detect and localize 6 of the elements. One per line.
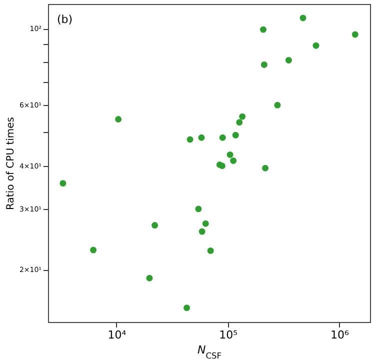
x-tick-label: 10⁴ [108, 328, 127, 342]
x-tick-label: 10⁶ [330, 328, 350, 342]
annotation: (b) [57, 13, 73, 26]
x-tick-label: 10⁵ [219, 328, 238, 342]
x-axis-title: N$_{CSF}$ [198, 344, 222, 360]
y-axis-title: Ratio of CPU times [5, 117, 16, 210]
